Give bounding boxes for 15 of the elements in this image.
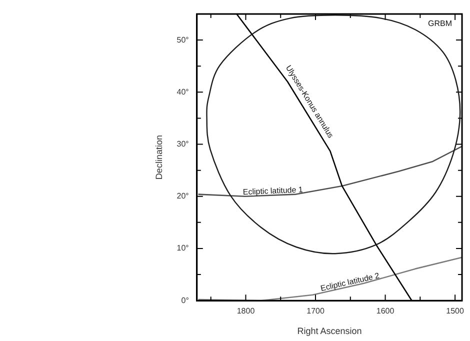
y-tick-label: 10°: [176, 244, 189, 253]
x-tick-label: 1800: [236, 306, 256, 316]
y-tick-label: 40°: [176, 87, 189, 96]
y-tick-label: 20°: [176, 192, 189, 201]
y-axis-title: Declination: [154, 135, 164, 180]
y-tick-label: 0°: [181, 296, 189, 305]
x-axis-title: Right Ascension: [297, 326, 362, 336]
annotation: GRBM: [428, 19, 452, 28]
x-tick-label: 1500: [446, 306, 464, 316]
x-tick-label: 1700: [306, 306, 325, 316]
x-tick-label: 1600: [376, 306, 395, 316]
y-tick-label: 50°: [176, 35, 189, 44]
series-label: Ecliptic latitude 1: [242, 185, 304, 197]
text: Ecliptic latitude 2: [320, 270, 381, 294]
y-tick-label: 30°: [176, 139, 189, 148]
